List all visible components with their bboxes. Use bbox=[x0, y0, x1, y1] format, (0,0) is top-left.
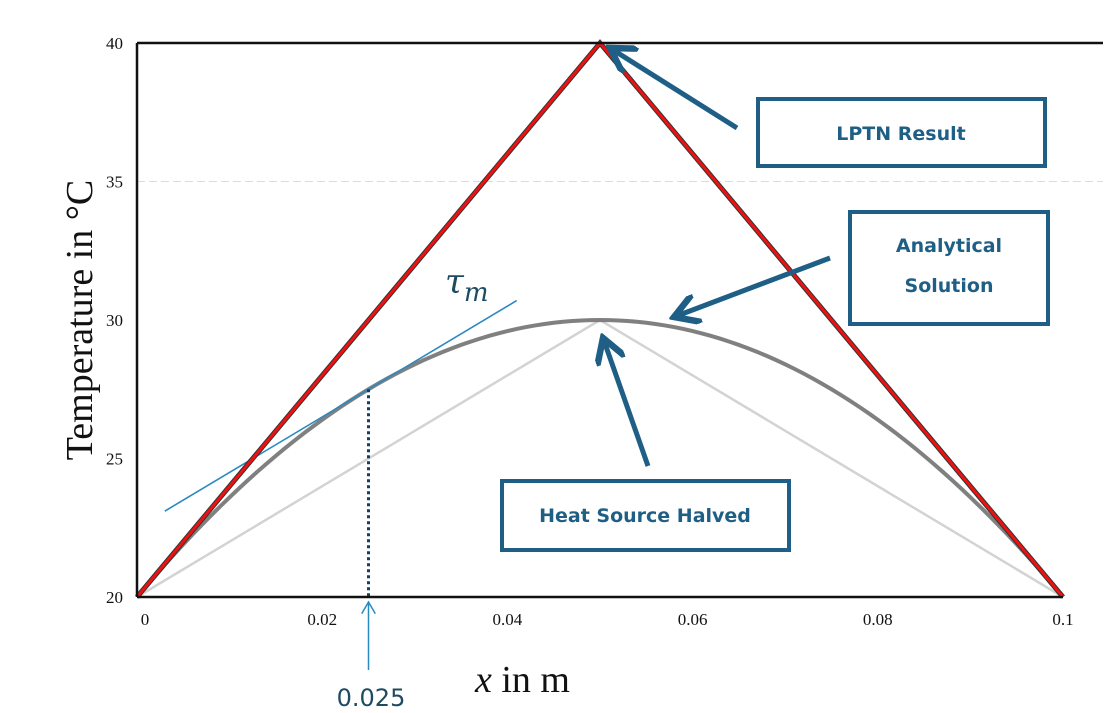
y-tick-label: 30 bbox=[106, 311, 123, 330]
x-axis-title-var: x bbox=[474, 659, 492, 701]
marker-label: 0.025 bbox=[337, 684, 406, 712]
x-axis-title-rest: in m bbox=[492, 659, 570, 701]
x-tick-label: 0.04 bbox=[493, 610, 523, 629]
annotation-box-lptn bbox=[756, 97, 1047, 168]
tangent-label: τm bbox=[445, 262, 488, 308]
annotation-text-lptn: LPTN Result bbox=[836, 123, 965, 145]
x-tick-label: 0.1 bbox=[1052, 610, 1073, 629]
annotation-arrow-halved bbox=[603, 338, 651, 467]
annotation-box-halved bbox=[500, 479, 791, 552]
y-axis-title: Temperature in °C bbox=[59, 180, 101, 461]
y-tick-label: 40 bbox=[106, 34, 123, 53]
tangent-label-base: τ bbox=[445, 262, 465, 302]
tangent-line bbox=[164, 299, 518, 512]
x-tick-label: 0 bbox=[141, 610, 150, 629]
y-tick-label: 25 bbox=[106, 450, 123, 469]
annotation-box-analytical bbox=[848, 210, 1050, 326]
annotation-arrow-lptn bbox=[610, 48, 739, 131]
y-tick-label: 35 bbox=[106, 173, 123, 192]
series-analytical bbox=[135, 317, 1065, 599]
series-heat-source-halved bbox=[136, 318, 1064, 599]
x-tick-label: 0.06 bbox=[678, 610, 708, 629]
y-tick-label: 20 bbox=[106, 588, 123, 607]
annotation-analytical: Analytical Solution bbox=[674, 210, 1050, 326]
annotation-text-analytical-1: Analytical bbox=[896, 235, 1002, 257]
x-tick-label: 0.02 bbox=[307, 610, 337, 629]
x-tick-label: 0.08 bbox=[863, 610, 893, 629]
tangent-label-sub: m bbox=[464, 278, 489, 308]
annotation-text-analytical-2: Solution bbox=[905, 275, 994, 297]
annotation-halved: Heat Source Halved bbox=[500, 338, 791, 552]
x-axis-title: x in m bbox=[474, 659, 570, 701]
annotation-arrow-analytical bbox=[674, 255, 831, 317]
annotation-text-halved: Heat Source Halved bbox=[539, 505, 751, 527]
annotation-lptn: LPTN Result bbox=[610, 48, 1047, 168]
